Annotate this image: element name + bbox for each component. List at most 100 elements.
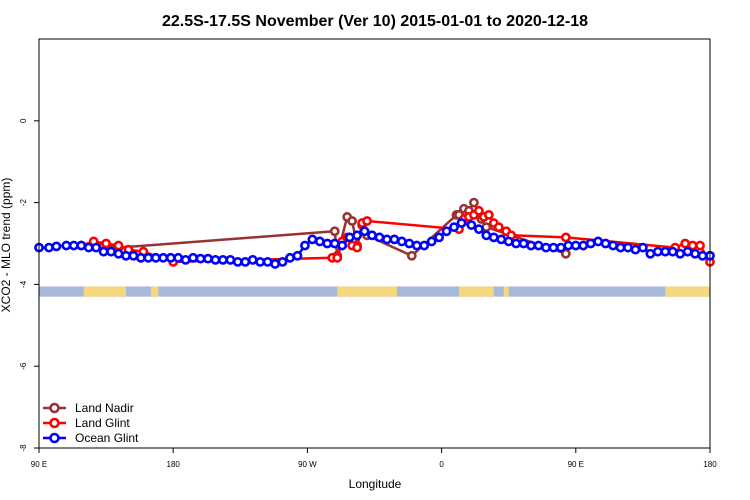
ocean-glint-point	[548, 242, 559, 253]
ocean-glint-point	[83, 242, 94, 253]
ocean-glint-point	[481, 230, 492, 241]
x-tick-label: 90 E	[31, 460, 47, 469]
ocean-glint-point	[382, 234, 392, 245]
ocean-glint-point	[128, 250, 139, 261]
ocean-glint-point	[98, 246, 109, 257]
ocean-glint-point	[503, 236, 514, 247]
ocean-glint-point	[404, 238, 415, 249]
ocean-glint-point	[76, 240, 87, 251]
ocean-glint-point	[652, 246, 663, 257]
ocean-glint-point	[623, 242, 633, 253]
ocean-glint-point	[496, 234, 507, 245]
land-nadir-point	[481, 222, 492, 233]
ocean-glint-point	[225, 254, 236, 265]
ocean-glint-point	[456, 218, 467, 228]
y-tick-label: -6	[19, 362, 28, 370]
ocean-glint-point	[660, 246, 671, 257]
y-tick-label: 0	[19, 118, 28, 123]
plot-frame	[38, 38, 711, 449]
ocean-glint-point	[374, 232, 385, 243]
ocean-glint-point	[195, 253, 206, 264]
land-band	[665, 286, 710, 297]
series-layer	[34, 197, 715, 269]
ocean-glint-point	[449, 222, 459, 233]
x-tick-label: 90 E	[568, 460, 584, 469]
ocean-glint-point	[411, 240, 422, 251]
land-glint-point	[352, 242, 363, 253]
ocean-glint-point	[292, 250, 303, 261]
ocean-glint-point	[307, 234, 318, 245]
ocean-glint-point	[150, 252, 161, 263]
land-glint-point	[113, 240, 124, 251]
ocean-glint-point	[578, 240, 589, 251]
ocean-glint-point	[667, 246, 678, 257]
ocean-glint-point	[555, 242, 566, 253]
ocean-glint-point	[541, 242, 551, 253]
x-tick-label: 180	[167, 460, 181, 469]
ocean-glint-point	[106, 246, 116, 257]
ocean-glint-point	[121, 250, 131, 261]
land-band	[83, 286, 126, 297]
ocean-glint-point	[630, 244, 641, 255]
ocean-glint-point	[300, 240, 310, 251]
ocean-glint-point	[426, 236, 437, 247]
ocean-glint-point	[44, 242, 54, 253]
ocean-glint-point	[570, 240, 581, 251]
land-glint-point	[560, 232, 571, 243]
ocean-glint-point	[337, 240, 348, 251]
land-glint-point	[101, 238, 111, 249]
ocean-glint-point	[68, 240, 79, 251]
ocean-glint-point	[675, 248, 686, 259]
y-tick-label: -4	[19, 280, 28, 288]
land-band	[503, 286, 509, 297]
ocean-glint-point	[563, 240, 574, 251]
land-glint-point	[362, 216, 372, 226]
x-tick-label: 0	[439, 460, 444, 469]
ocean-glint-point	[218, 254, 228, 265]
ocean-glint-point	[210, 254, 221, 265]
ocean-glint-point	[277, 257, 288, 267]
land-glint-legend-marker	[49, 417, 60, 429]
ocean-glint-point	[434, 232, 445, 243]
ocean-glint-point	[203, 253, 213, 264]
ocean-glint-point	[585, 238, 596, 249]
ocean-glint-point	[697, 250, 708, 261]
x-axis-label: Longitude	[349, 477, 402, 491]
ocean-glint-legend-label: Ocean Glint	[75, 431, 139, 445]
land-glint-point	[473, 205, 484, 216]
ocean-glint-point	[526, 240, 536, 251]
x-tick-label: 180	[703, 460, 717, 469]
ocean-glint-point	[61, 240, 72, 251]
ocean-glint-point	[511, 238, 522, 249]
ocean-glint-legend-marker	[49, 432, 60, 444]
ocean-glint-point	[518, 238, 529, 249]
ocean-glint-point	[285, 252, 295, 263]
ocean-glint-point	[473, 224, 484, 235]
land-glint-point	[680, 238, 691, 249]
y-tick-label: -8	[19, 444, 28, 452]
y-axis: 0 -2 -4 -6 -8	[19, 118, 39, 452]
ocean-glint-point	[593, 236, 604, 247]
ocean-glint-point	[240, 257, 251, 267]
y-tick-label: -2	[19, 198, 28, 206]
ocean-glint-point	[329, 238, 340, 249]
ocean-glint-point	[51, 241, 62, 252]
land-ocean-mask-strip	[39, 286, 710, 297]
ocean-glint-point	[466, 220, 477, 230]
ocean-glint-point	[615, 242, 626, 253]
ocean-glint-point	[247, 254, 258, 265]
land-nadir-point	[560, 248, 571, 259]
ocean-glint-point	[367, 230, 377, 241]
x-tick-label: 90 W	[298, 460, 317, 469]
land-nadir-legend-label: Land Nadir	[75, 401, 134, 415]
ocean-glint-point	[608, 240, 618, 251]
ocean-glint-point	[158, 252, 169, 263]
ocean-glint-point	[488, 232, 499, 243]
ocean-glint-point	[638, 242, 648, 253]
ocean-glint-point	[389, 234, 400, 245]
land-glint-point	[483, 209, 494, 220]
ocean-glint-point	[352, 230, 363, 241]
ocean-glint-point	[533, 240, 544, 251]
